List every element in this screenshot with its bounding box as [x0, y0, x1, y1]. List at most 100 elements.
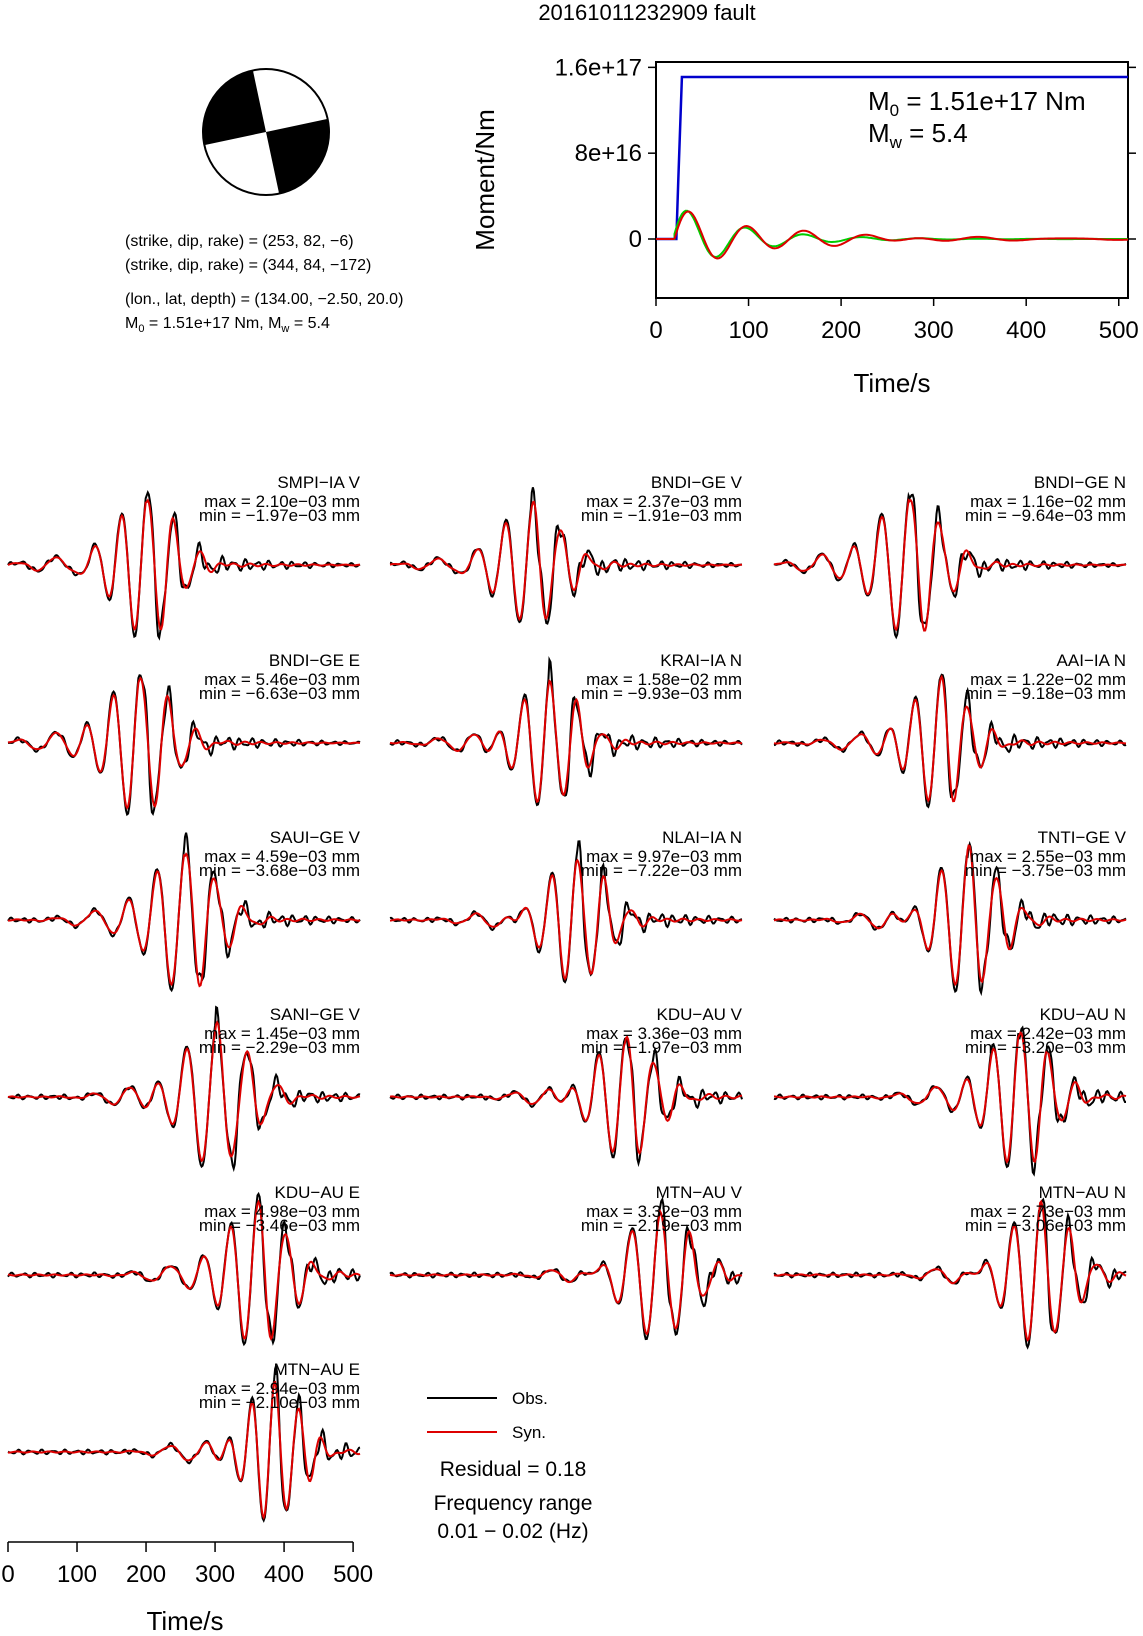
- station-max: max = 2.73e−03 mm: [970, 1202, 1126, 1221]
- station-max: max = 2.55e−03 mm: [970, 847, 1126, 866]
- station-max: max = 2.10e−03 mm: [204, 492, 360, 511]
- observed-trace: [7, 832, 361, 993]
- station-name: MTN−AU V: [656, 1183, 743, 1202]
- location-text: (lon., lat, depth) = (134.00, −2.50, 20.…: [125, 291, 403, 308]
- station-min: min = −7.22e−03 mm: [581, 861, 742, 880]
- station-min: min = −3.68e−03 mm: [199, 861, 360, 880]
- moment-x-tick-label: 200: [821, 317, 861, 344]
- station-max: max = 4.59e−03 mm: [204, 847, 360, 866]
- figure-title: 20161011232909 fault: [538, 0, 755, 25]
- waveform-x-label: Time/s: [146, 1606, 223, 1636]
- waveform-axis-tick-label: 100: [57, 1561, 97, 1588]
- station-name: BNDI−GE V: [651, 473, 743, 492]
- synthetic-trace: [7, 1020, 361, 1163]
- station-min: min = −1.91e−03 mm: [581, 506, 742, 525]
- station-max: max = 1.22e−02 mm: [970, 670, 1126, 689]
- synthetic-trace: [773, 1199, 1127, 1342]
- legend-syn-label: Syn.: [512, 1423, 546, 1442]
- station-min: min = −1.97e−03 mm: [199, 506, 360, 525]
- frequency-range-value: 0.01 − 0.02 (Hz): [437, 1520, 588, 1543]
- station-name: BNDI−GE E: [269, 651, 360, 670]
- observed-trace: [773, 673, 1127, 809]
- station-name: TNTI−GE V: [1038, 828, 1127, 847]
- mw-label: Mw = 5.4: [868, 118, 968, 152]
- station-name: SANI−GE V: [270, 1005, 361, 1024]
- station-name: SAUI−GE V: [270, 828, 361, 847]
- focal-mechanism-beachball: [202, 68, 330, 196]
- moment-x-axis: 0 100 200 300 400 500: [649, 298, 1139, 344]
- moment-summary-text: M0 = 1.51e+17 Nm, Mw = 5.4: [125, 315, 330, 335]
- beachball-quadrant-nw: [203, 70, 266, 146]
- station-name: KRAI−IA N: [660, 651, 742, 670]
- moment-x-label: Time/s: [853, 368, 930, 398]
- station-min: min = −9.64e−03 mm: [965, 506, 1126, 525]
- station-min: min = −3.75e−03 mm: [965, 861, 1126, 880]
- moment-x-tick-label: 400: [1006, 317, 1046, 344]
- station-max: max = 4.98e−03 mm: [204, 1202, 360, 1221]
- station-min: min = −2.19e−03 mm: [581, 1216, 742, 1235]
- synthetic-trace: [389, 1208, 743, 1336]
- station-name: AAI−IA N: [1057, 651, 1126, 670]
- m0-label: M0 = 1.51e+17 Nm: [868, 86, 1086, 120]
- station-min: min = −3.06e−03 mm: [965, 1216, 1126, 1235]
- synthetic-trace: [773, 498, 1127, 632]
- station-min: min = −1.97e−03 mm: [581, 1038, 742, 1057]
- station-name: KDU−AU E: [275, 1183, 361, 1202]
- moment-x-tick-label: 0: [649, 317, 662, 344]
- synthetic-trace: [389, 1035, 742, 1156]
- station-name: SMPI−IA V: [277, 473, 360, 492]
- moment-x-tick-label: 300: [914, 317, 954, 344]
- station-min: min = −3.20e−03 mm: [965, 1038, 1126, 1057]
- synthetic-trace: [7, 676, 361, 810]
- legend: Obs. Syn. Residual = 0.18 Frequency rang…: [427, 1389, 592, 1543]
- station-max: max = 3.36e−03 mm: [586, 1024, 742, 1043]
- station-min: min = −2.10e−03 mm: [199, 1393, 360, 1412]
- waveform-axis-tick-label: 400: [264, 1561, 304, 1588]
- synthetic-trace: [773, 674, 1127, 803]
- residual-text: Residual = 0.18: [440, 1458, 587, 1481]
- station-max: max = 1.58e−02 mm: [586, 670, 742, 689]
- station-name: MTN−AU N: [1039, 1183, 1126, 1202]
- moment-x-tick-label: 100: [729, 317, 769, 344]
- station-min: min = −9.93e−03 mm: [581, 684, 742, 703]
- plane1-text: (strike, dip, rake) = (253, 82, −6): [125, 233, 354, 250]
- frequency-range-label: Frequency range: [434, 1492, 593, 1515]
- station-min: min = −6.63e−03 mm: [199, 684, 360, 703]
- moment-y-axis: 1.6e+17 8e+16 0: [555, 54, 1136, 253]
- moment-x-tick-label: 500: [1099, 317, 1139, 344]
- beachball-quadrant-se: [266, 118, 329, 194]
- synthetic-trace: [773, 1031, 1127, 1164]
- station-max: max = 2.42e−03 mm: [970, 1024, 1126, 1043]
- synthetic-trace: [389, 858, 743, 981]
- station-name: NLAI−IA N: [662, 828, 742, 847]
- synthetic-trace: [7, 1199, 361, 1341]
- legend-obs-label: Obs.: [512, 1389, 548, 1408]
- station-name: BNDI−GE N: [1034, 473, 1126, 492]
- waveform-axis-tick-label: 300: [195, 1561, 235, 1588]
- station-name: KDU−AU N: [1040, 1005, 1126, 1024]
- plane2-text: (strike, dip, rake) = (344, 84, −172): [125, 257, 371, 274]
- moment-rate-plot: 0 100 200 300 400 500 1.6e+17 8e+16 0 M0 = 1.51…: [470, 54, 1139, 398]
- station-max: max = 3.32e−03 mm: [586, 1202, 742, 1221]
- synthetic-trace: [389, 678, 743, 804]
- station-min: min = −2.29e−03 mm: [199, 1038, 360, 1057]
- moment-y-label: Moment/Nm: [470, 109, 500, 251]
- synthetic-trace: [389, 500, 742, 622]
- station-max: max = 1.45e−03 mm: [204, 1024, 360, 1043]
- station-max: max = 1.16e−02 mm: [970, 492, 1126, 511]
- waveform-axis-tick-label: 500: [333, 1561, 373, 1588]
